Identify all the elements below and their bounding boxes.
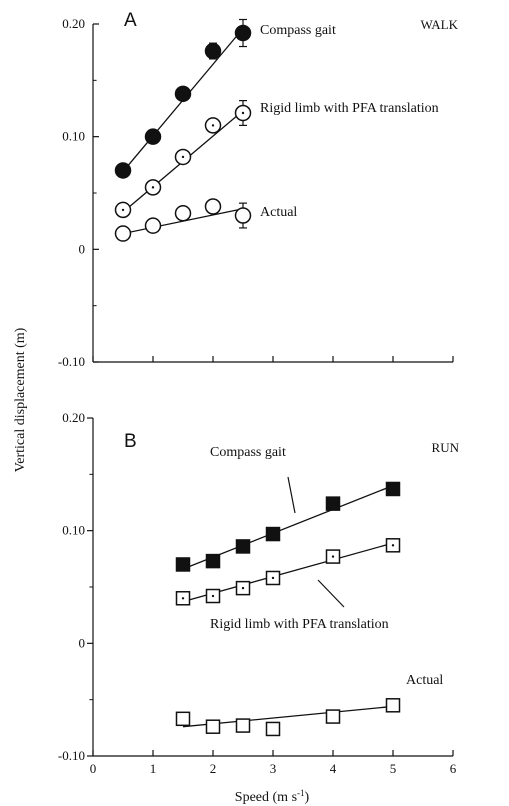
series-label: Actual (260, 205, 297, 220)
leader-line (317, 579, 345, 608)
data-point (234, 207, 252, 224)
data-point-center-dot (211, 594, 215, 598)
series-actual: Actual (175, 673, 443, 737)
x-axis-title-exponent: -1 (297, 788, 305, 798)
panel-a-walk: -0.10 0 0.10 0.20 A WALK Compass gait Rigid lim… (58, 10, 459, 369)
panel-b-run: -0.10 0 0.10 0.20 0 1 2 3 4 5 6 B RUN Compass gait Rig… (58, 410, 460, 776)
data-point (235, 718, 251, 733)
x-axis-title-close: ) (305, 790, 310, 805)
data-point (174, 85, 192, 103)
x-tick-label: 0 (90, 761, 97, 776)
data-point (174, 205, 192, 222)
x-tick-label: 6 (450, 761, 457, 776)
condition-label: WALK (420, 17, 458, 32)
data-point-center-dot (211, 124, 215, 127)
series-rigid-limb-with-pfa-translation: Rigid limb with PFA translation (114, 100, 439, 219)
data-point (205, 719, 221, 734)
data-point (325, 709, 341, 724)
series-rigid-limb-with-pfa-translation: Rigid limb with PFA translation (175, 538, 401, 632)
data-point (144, 128, 162, 145)
data-point (265, 721, 281, 737)
y-tick-label: -0.10 (58, 748, 85, 763)
data-point-center-dot (181, 155, 185, 159)
y-axis-title: Vertical displacement (m) (13, 327, 28, 472)
x-axis-title: Speed (m s-1) (235, 788, 310, 805)
series-label: Compass gait (210, 445, 286, 460)
series-actual: Actual (114, 198, 297, 242)
data-point (114, 162, 132, 179)
series-label: Actual (406, 673, 443, 688)
x-axis-title-main: Speed (m s (235, 790, 297, 805)
data-point (385, 698, 401, 713)
x-tick-label: 5 (390, 761, 397, 776)
data-point (205, 553, 221, 569)
data-point-center-dot (271, 576, 275, 580)
data-point (144, 217, 162, 234)
panel-letter: A (124, 10, 137, 31)
data-point (204, 42, 222, 60)
x-tick-label: 3 (270, 761, 277, 776)
data-point (175, 711, 191, 727)
series-compass-gait: Compass gait (114, 18, 336, 179)
x-tick-label: 4 (330, 761, 337, 776)
data-point (265, 526, 281, 542)
data-point-center-dot (241, 111, 245, 115)
series-compass-gait: Compass gait (175, 445, 401, 572)
y-tick-label: 0.20 (62, 410, 85, 425)
data-point (234, 24, 252, 42)
x-tick-label: 1 (150, 761, 157, 776)
data-point-center-dot (391, 544, 395, 547)
y-tick-label: -0.10 (58, 354, 85, 369)
condition-label: RUN (432, 440, 460, 455)
y-tick-label: 0.10 (62, 129, 85, 144)
y-tick-label: 0.10 (62, 523, 85, 538)
series-label: Rigid limb with PFA translation (260, 101, 439, 116)
series-label: Rigid limb with PFA translation (210, 617, 389, 632)
y-tick-label: 0.20 (62, 16, 85, 31)
y-tick-label: 0 (79, 635, 86, 650)
data-point (114, 225, 132, 242)
data-point-center-dot (151, 186, 155, 189)
data-point (235, 539, 251, 554)
leader-line (287, 476, 296, 514)
data-point-center-dot (331, 555, 335, 558)
series-label: Compass gait (260, 23, 336, 38)
data-point (175, 557, 191, 572)
data-point-center-dot (121, 208, 125, 212)
x-tick-label: 2 (210, 761, 217, 776)
data-point (204, 198, 222, 215)
y-tick-label: 0 (79, 241, 86, 256)
data-point-center-dot (181, 597, 185, 600)
data-point (325, 496, 341, 511)
panel-letter: B (124, 431, 137, 452)
data-point (385, 481, 401, 497)
data-point-center-dot (241, 586, 245, 590)
